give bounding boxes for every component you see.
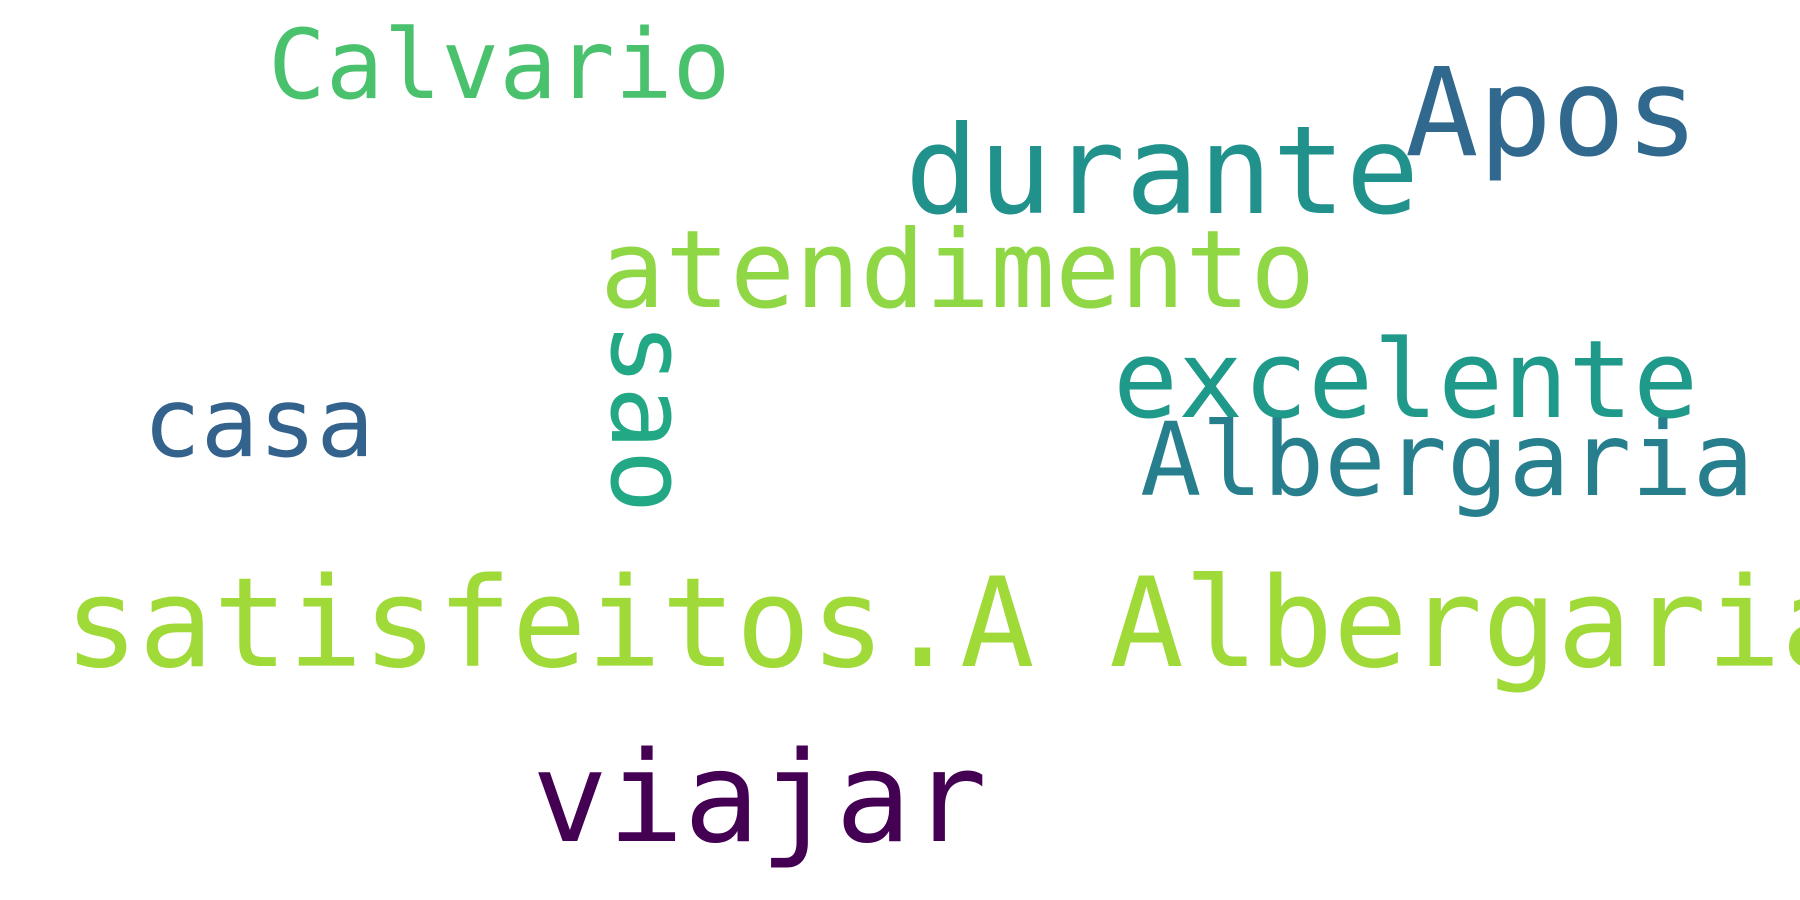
word-durante: durante — [905, 100, 1420, 242]
word-sao: sao — [587, 322, 710, 514]
word-apos: Apos — [1405, 42, 1699, 184]
word-albergaria: Albergaria — [1140, 401, 1755, 520]
word-viajar: viajar — [532, 724, 988, 871]
word-calvario: Calvario — [268, 9, 731, 121]
word-atendimento: atendimento — [600, 208, 1316, 333]
word-excelente: excelente — [1113, 318, 1699, 443]
word-casa: casa — [143, 367, 375, 479]
word-satisfeitos-a-albergaria: satisfeitos.A Albergaria — [64, 552, 1800, 696]
